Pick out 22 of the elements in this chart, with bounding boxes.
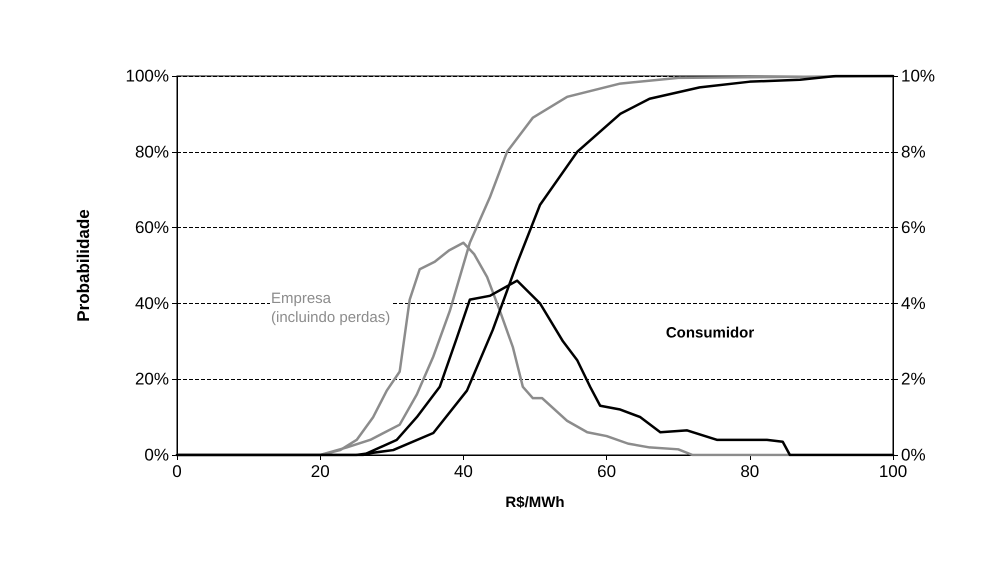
x-tick-label: 40 [454,462,473,481]
y-tick-label: 40% [134,294,169,313]
annotation: Consumidor [666,324,754,342]
y-tick-label: 20% [134,370,169,389]
y2-tick-label: 2% [901,370,926,389]
x-axis-title: R$/MWh [505,494,565,511]
x-tick-label: 80 [740,462,760,481]
annotation: Empresa (incluindo perdas) [271,290,390,326]
y2-tick-label: 10% [901,66,936,86]
y-tick-label: 100% [126,66,169,86]
y-tick-label: 60% [134,218,169,238]
y2-tick-label: 4% [901,294,926,313]
y2-tick-label: 0% [901,446,926,464]
y-tick-label: 0% [144,446,169,464]
y2-tick-label: 6% [901,218,926,238]
y2-tick-label: 8% [901,142,926,162]
y-axis-title: Probabilidade [74,209,93,322]
x-tick-label: 100 [878,462,908,481]
x-tick-label: 0 [172,462,182,481]
y-tick-label: 80% [134,142,169,162]
x-tick-label: 20 [310,462,330,481]
x-tick-label: 60 [597,462,616,481]
